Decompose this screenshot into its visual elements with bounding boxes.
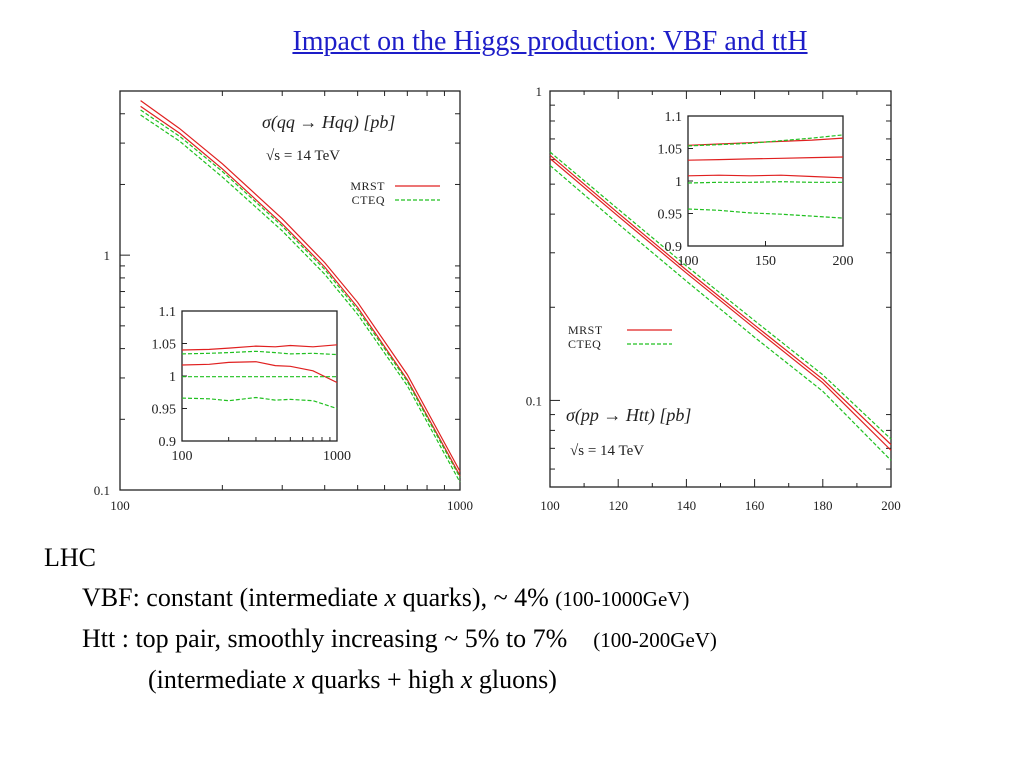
htt-sub2: quarks + high: [304, 665, 461, 694]
vbf-inset-ytick-label: 1: [169, 370, 176, 385]
tth-series-3-cteq: [549, 151, 892, 440]
tth-series-1-mrst: [549, 154, 892, 446]
tth-inset-ytick-label: 1.05: [658, 143, 683, 158]
vbf-inset-ytick-label: 0.95: [152, 403, 177, 418]
vbf-inset: 0.9 0.95 1 1.05 1.1 100 1000: [152, 305, 352, 464]
tth-inset-series-5-cteq: [687, 181, 843, 184]
vbf-inset-series-3-cteq: [181, 350, 338, 356]
htt-main: Htt : top pair, smoothly increasing ~ 5%…: [82, 624, 568, 653]
vbf-plot-frame: [119, 90, 461, 491]
tth-inset-xtick-label: 150: [755, 254, 776, 269]
vbf-series-3-cteq: [140, 109, 461, 478]
vbf-inset-ytick-label: 0.9: [159, 435, 177, 450]
tth-ytick-label: 1: [536, 84, 543, 99]
vbf-inset-series-2-mrst: [181, 361, 338, 384]
tth-inset-series-3-mrst: [687, 174, 844, 179]
tth-inset-xtick-label: 200: [833, 254, 854, 269]
tth-legend-label-cteq: CTEQ: [568, 337, 601, 351]
htt-range: (100-200GeV): [593, 628, 717, 652]
tth-inset-series-4-cteq: [687, 134, 844, 147]
notes-header: LHC: [44, 543, 96, 572]
vbf-inset-series-5-cteq: [181, 396, 338, 410]
tth-xtick-label: 100: [540, 498, 560, 513]
tth-series-4-cteq: [549, 164, 892, 461]
tth-inset-series-6-cteq: [687, 208, 844, 219]
tth-inset-ytick-label: 1.1: [665, 110, 683, 125]
vbf-inset-xtick-label: 100: [172, 449, 193, 464]
tth-inset: 0.9 0.95 1 1.05 1.1 100 150 200: [658, 110, 854, 269]
tth-inset-bg: [688, 116, 843, 246]
tth-legend-label-mrst: MRST: [568, 323, 603, 337]
vbf-title: σ(qq → Hqq) [pb]: [262, 112, 395, 133]
vbf-series-4-cteq: [140, 114, 461, 483]
tth-xtick-label: 160: [745, 498, 765, 513]
notes-vbf: VBF: constant (intermediate x quarks), ~…: [44, 578, 717, 619]
tth-series-2-mrst: [549, 158, 892, 451]
tth-inset-series-2-mrst: [687, 156, 844, 161]
vbf-series-2-mrst: [140, 105, 461, 476]
tth-xtick-label: 180: [813, 498, 833, 513]
vbf-inset-series-1-mrst: [181, 344, 338, 351]
tth-inset-ytick-label: 0.9: [665, 240, 683, 255]
vbf-inset-xtick-label: 1000: [323, 449, 351, 464]
tth-xtick-label: 140: [677, 498, 697, 513]
vbf-subtitle: √s = 14 TeV: [266, 148, 340, 164]
tth-ytick-label: 0.1: [526, 393, 542, 408]
vbf-inset-bg: [182, 311, 337, 441]
vbf-inset-ytick-label: 1.05: [152, 338, 177, 353]
vbf-range: (100-1000GeV): [555, 587, 690, 611]
vbf-main: VBF: constant (intermediate: [82, 583, 385, 612]
vbf-legend-label-mrst: MRST: [350, 179, 385, 193]
vbf-inset-ytick-label: 1.1: [159, 305, 177, 320]
vbf-xtick-label: 100: [110, 498, 130, 513]
vbf-xtick-label: 1000: [447, 498, 473, 513]
htt-x2: x: [460, 665, 473, 694]
slide-title[interactable]: Impact on the Higgs production: VBF and …: [0, 26, 1024, 58]
vbf-legend-label-cteq: CTEQ: [352, 193, 385, 207]
htt-sub3: gluons): [472, 665, 557, 694]
vbf-rest: quarks), ~ 4%: [396, 583, 556, 612]
vbf-ytick-label: 0.1: [94, 483, 110, 498]
htt-x1: x: [293, 665, 305, 694]
vbf-x: x: [384, 583, 397, 612]
htt-sub1: (intermediate: [148, 665, 294, 694]
notes-block: LHC VBF: constant (intermediate x quarks…: [44, 538, 717, 700]
vbf-series-1-mrst: [140, 100, 461, 472]
tth-xtick-label: 120: [608, 498, 628, 513]
tth-inset-xtick-label: 100: [678, 254, 699, 269]
slide-title-text[interactable]: Impact on the Higgs production: VBF and …: [292, 26, 808, 57]
tth-inset-ytick-label: 1: [675, 175, 682, 190]
tth-subtitle: √s = 14 TeV: [570, 443, 644, 459]
tth-title: σ(pp → Htt) [pb]: [566, 405, 691, 426]
tth-inset-ytick-label: 0.95: [658, 208, 683, 223]
tth-xtick-label: 200: [881, 498, 901, 513]
notes-htt: Htt : top pair, smoothly increasing ~ 5%…: [44, 619, 717, 660]
vbf-ytick-label: 1: [104, 248, 111, 263]
notes-htt-sub: (intermediate x quarks + high x gluons): [44, 660, 717, 700]
